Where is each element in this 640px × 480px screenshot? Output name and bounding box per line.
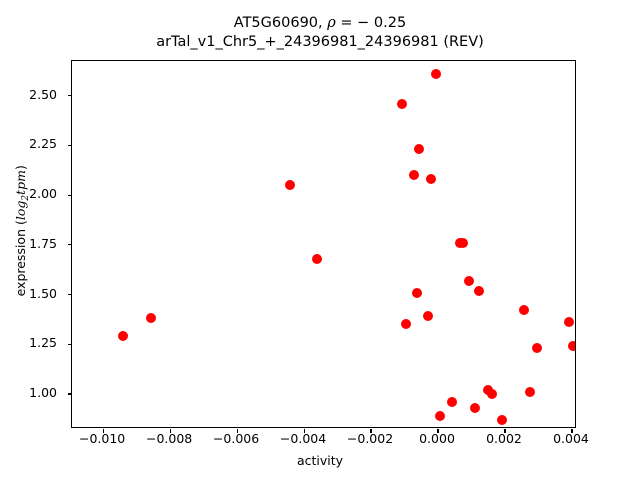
x-tick-label: −0.004: [279, 431, 327, 446]
scatter-point: [146, 313, 157, 324]
x-tick-label: −0.006: [212, 431, 260, 446]
x-tick-mark: [370, 429, 372, 433]
scatter-point: [435, 410, 446, 421]
y-tick-label: 1.75: [29, 235, 57, 251]
x-tick-mark: [571, 429, 573, 433]
x-tick-mark: [169, 429, 171, 433]
x-tick-mark: [102, 429, 104, 433]
scatter-point: [312, 253, 323, 264]
y-tick-mark: [68, 293, 72, 296]
scatter-point: [396, 98, 407, 109]
scatter-point: [431, 68, 442, 79]
scatter-point: [285, 180, 295, 191]
x-axis-label: activity: [296, 453, 344, 468]
y-axis-label: expression (log2tpm): [13, 76, 31, 386]
x-tick-mark: [437, 429, 439, 433]
y-tick-mark: [68, 95, 72, 97]
scatter-point: [412, 287, 423, 298]
scatter-point: [496, 414, 507, 425]
y-tick-label: 1.00: [29, 384, 57, 400]
x-tick-label: 0.000: [419, 431, 455, 446]
x-tick-label: −0.008: [145, 431, 193, 446]
scatter-point: [464, 275, 475, 286]
x-tick-label: 0.002: [486, 431, 522, 446]
y-label-suffix: ): [13, 165, 29, 170]
chart-title: AT5G60690, ρ = − 0.25 arTal_v1_Chr5_+_24…: [0, 14, 640, 52]
plot-axes-frame: [68, 60, 576, 433]
y-tick-mark: [68, 343, 72, 345]
scatter-point: [473, 285, 484, 296]
y-label-subscript: 2: [20, 194, 31, 201]
scatter-point: [568, 341, 575, 352]
y-label-log: log: [13, 200, 29, 221]
scatter-point: [447, 396, 458, 407]
y-tick-label: 2.25: [29, 136, 57, 152]
scatter-point: [487, 388, 498, 399]
scatter-plot-area: [72, 61, 575, 427]
title-rho-relation: =: [335, 15, 358, 31]
y-tick-mark: [68, 393, 72, 395]
y-tick-mark: [68, 144, 72, 146]
y-label-prefix: expression (: [13, 220, 29, 297]
y-label-tpm: tpm: [13, 169, 29, 195]
y-tick-label: 2.50: [29, 86, 57, 102]
scatter-point: [458, 237, 469, 248]
title-rho-symbol: ρ: [327, 15, 336, 31]
y-tick-label: 2.00: [29, 186, 57, 202]
x-tick-mark: [236, 429, 238, 433]
y-tick-label: 1.25: [29, 335, 57, 351]
x-tick-label: −0.002: [346, 431, 394, 446]
scatter-point: [531, 343, 542, 354]
y-tick-mark: [68, 244, 72, 246]
x-tick-label: 0.004: [553, 431, 589, 446]
scatter-point: [413, 144, 424, 155]
y-tick-mark: [68, 194, 72, 196]
scatter-point: [408, 170, 419, 181]
scatter-point: [400, 319, 411, 330]
x-tick-label: −0.010: [79, 431, 126, 446]
x-tick-mark: [303, 429, 305, 433]
scatter-point: [518, 305, 529, 316]
scatter-point: [422, 311, 433, 322]
title-gene-id: AT5G60690: [233, 15, 319, 31]
title-separator: ,: [318, 15, 328, 31]
scatter-point: [118, 331, 129, 342]
y-tick-label: 1.50: [29, 285, 57, 301]
scatter-point: [470, 402, 481, 413]
x-tick-mark: [504, 429, 506, 433]
chart-title-line-1: AT5G60690, ρ = − 0.25: [0, 14, 640, 33]
chart-title-line-2: arTal_v1_Chr5_+_24396981_24396981 (REV): [156, 34, 484, 50]
scatter-point: [563, 317, 574, 328]
scatter-point: [524, 387, 535, 397]
scatter-point: [425, 174, 436, 185]
title-rho-value: − 0.25: [357, 15, 407, 31]
